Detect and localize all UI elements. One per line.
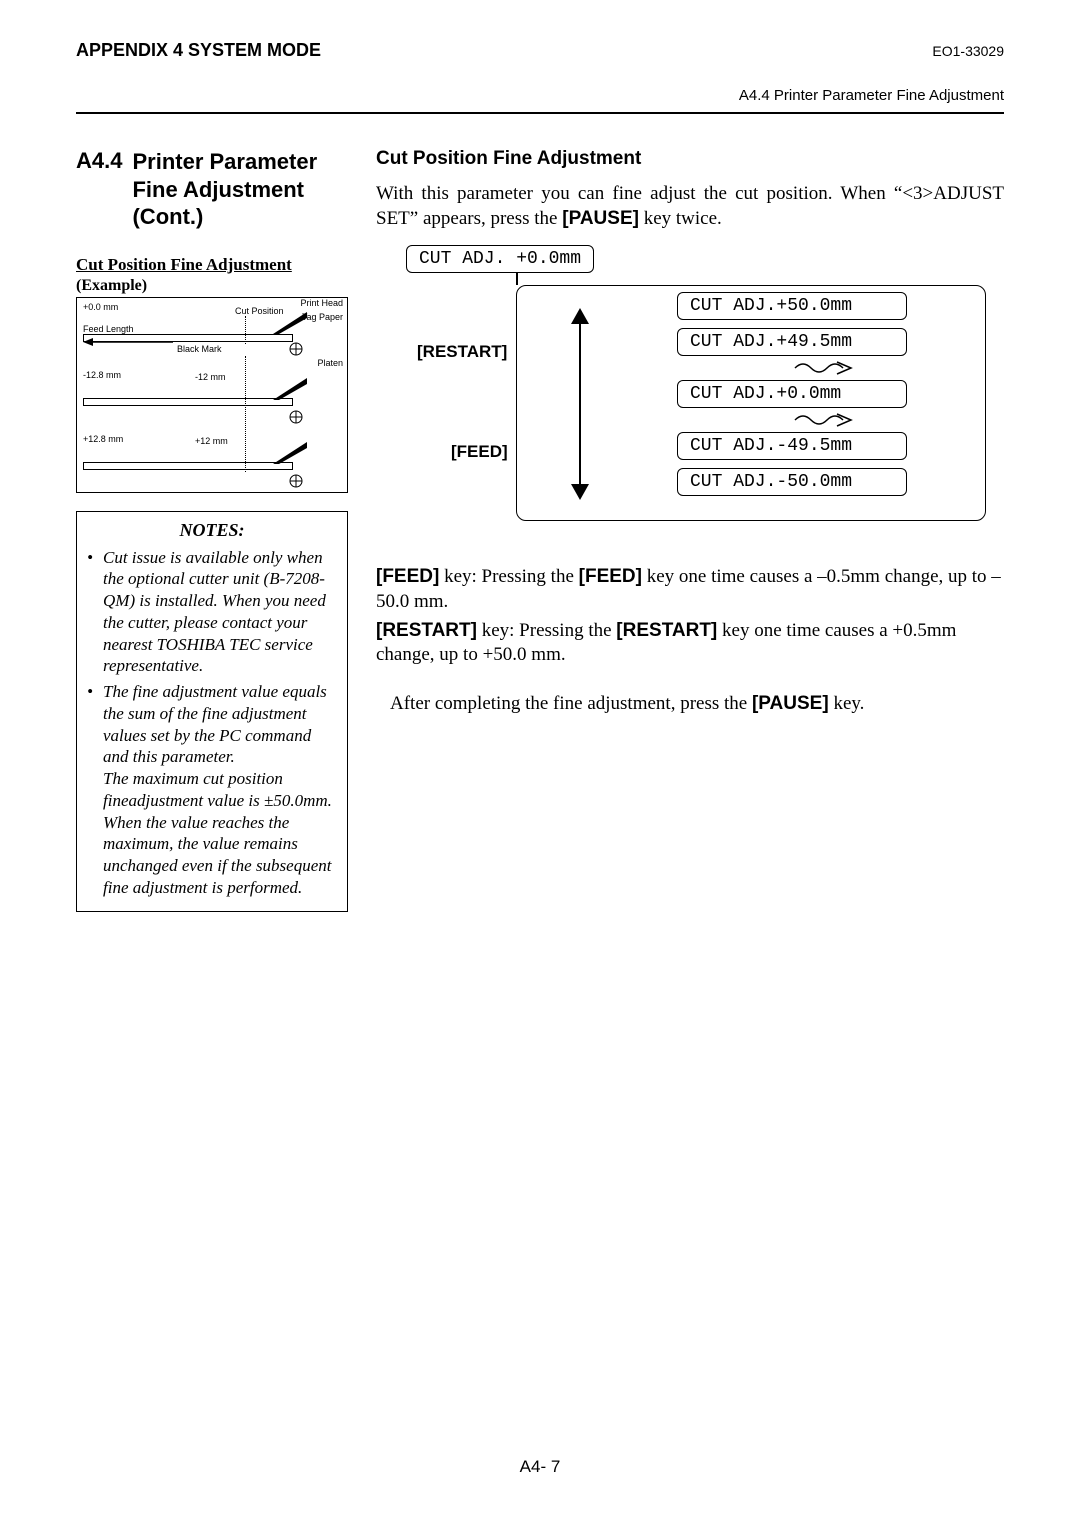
pause-key-label: [PAUSE] bbox=[562, 208, 639, 229]
ex-val-plus: +12.8 mm bbox=[83, 434, 123, 444]
flow-outer-box: [RESTART] [FEED] CUT ADJ.+50.0mm CUT ADJ… bbox=[516, 285, 986, 521]
section-title-block: A4.4 Printer Parameter Fine Adjustment (… bbox=[76, 148, 348, 231]
header-right: EO1-33029 bbox=[932, 43, 1004, 59]
notes-box: NOTES: • Cut issue is available only whe… bbox=[76, 511, 348, 912]
feed-key-paragraph: [FEED] key: Pressing the [FEED] key one … bbox=[376, 565, 1004, 614]
example-label: (Example) bbox=[76, 277, 348, 295]
restart-key-label: [RESTART] bbox=[415, 342, 509, 362]
platen-icon bbox=[289, 342, 303, 356]
lcd-initial: CUT ADJ. +0.0mm bbox=[406, 245, 594, 273]
left-column: A4.4 Printer Parameter Fine Adjustment (… bbox=[76, 148, 348, 912]
arrow-vline bbox=[579, 322, 581, 486]
restart-key-1: [RESTART] bbox=[376, 620, 477, 641]
lcd-v4: CUT ADJ.-49.5mm bbox=[677, 432, 907, 460]
lcd-v5: CUT ADJ.-50.0mm bbox=[677, 468, 907, 496]
note-2-text: The fine adjustment value equals the sum… bbox=[103, 681, 337, 899]
print-head-icon bbox=[273, 312, 307, 334]
lcd-v3: CUT ADJ.+0.0mm bbox=[677, 380, 907, 408]
section-number: A4.4 bbox=[76, 148, 122, 231]
note-item-1: • Cut issue is available only when the o… bbox=[87, 547, 337, 678]
feed-key-label: [FEED] bbox=[449, 442, 510, 462]
platen-icon bbox=[289, 474, 303, 488]
ex-platen: Platen bbox=[317, 358, 343, 368]
ex-print-head: Print Head bbox=[300, 298, 343, 308]
closing-text-b: key. bbox=[829, 693, 865, 714]
right-column: Cut Position Fine Adjustment With this p… bbox=[376, 148, 1004, 912]
header-left: APPENDIX 4 SYSTEM MODE bbox=[76, 40, 321, 61]
ex-inner-plus: +12 mm bbox=[195, 436, 228, 446]
subhead-underline: Cut Position Fine Adjustment bbox=[76, 255, 348, 275]
ex-black-mark: Black Mark bbox=[177, 344, 222, 354]
print-head-icon bbox=[273, 378, 307, 400]
arrow-column bbox=[539, 308, 619, 500]
closing-paragraph: After completing the fine adjustment, pr… bbox=[376, 692, 1004, 717]
restart-key-2: [RESTART] bbox=[616, 620, 717, 641]
feed-text-a: key: Pressing the bbox=[439, 566, 578, 587]
notes-title: NOTES: bbox=[87, 520, 337, 541]
lcd-stack: CUT ADJ.+50.0mm CUT ADJ.+49.5mm CUT ADJ.… bbox=[677, 292, 969, 496]
ex-feed-length: Feed Length bbox=[83, 324, 134, 334]
closing-text-a: After completing the fine adjustment, pr… bbox=[390, 693, 752, 714]
note-1-text: Cut issue is available only when the opt… bbox=[103, 547, 337, 678]
section-title: Printer Parameter Fine Adjustment (Cont.… bbox=[132, 148, 317, 231]
platen-icon bbox=[289, 410, 303, 424]
ex-inner-minus: -12 mm bbox=[195, 372, 226, 382]
lcd-v1: CUT ADJ.+50.0mm bbox=[677, 292, 907, 320]
header-subright: A4.4 Printer Parameter Fine Adjustment bbox=[76, 87, 1004, 104]
lcd-v2: CUT ADJ.+49.5mm bbox=[677, 328, 907, 356]
arrow-down-icon bbox=[571, 484, 589, 500]
restart-key-paragraph: [RESTART] key: Pressing the [RESTART] ke… bbox=[376, 619, 1004, 668]
adjustment-flow-diagram: CUT ADJ. +0.0mm [RESTART] [FEED] CUT ADJ… bbox=[376, 245, 1004, 535]
page-header: APPENDIX 4 SYSTEM MODE EO1-33029 bbox=[76, 40, 1004, 61]
squiggle-icon bbox=[793, 360, 853, 376]
squiggle-icon bbox=[793, 412, 853, 428]
pause-key-label-2: [PAUSE] bbox=[752, 693, 829, 714]
note-item-2: • The fine adjustment value equals the s… bbox=[87, 681, 337, 899]
feed-key-1: [FEED] bbox=[376, 566, 439, 587]
connector-line bbox=[516, 273, 518, 285]
ex-tag-paper: Tag Paper bbox=[302, 312, 343, 322]
feed-arrow-icon bbox=[83, 338, 173, 346]
right-heading: Cut Position Fine Adjustment bbox=[376, 148, 1004, 170]
restart-text-a: key: Pressing the bbox=[477, 620, 616, 641]
intro-paragraph: With this parameter you can fine adjust … bbox=[376, 182, 1004, 231]
header-rule bbox=[76, 112, 1004, 114]
ex-val-minus: -12.8 mm bbox=[83, 370, 121, 380]
print-head-icon bbox=[273, 442, 307, 464]
page-footer: A4- 7 bbox=[0, 1457, 1080, 1477]
example-diagram: +0.0 mm -12.8 mm +12.8 mm -12 mm +12 mm … bbox=[76, 297, 348, 493]
feed-key-2: [FEED] bbox=[579, 566, 642, 587]
intro-text-b: key twice. bbox=[639, 208, 722, 229]
ex-val-plus0: +0.0 mm bbox=[83, 302, 118, 312]
